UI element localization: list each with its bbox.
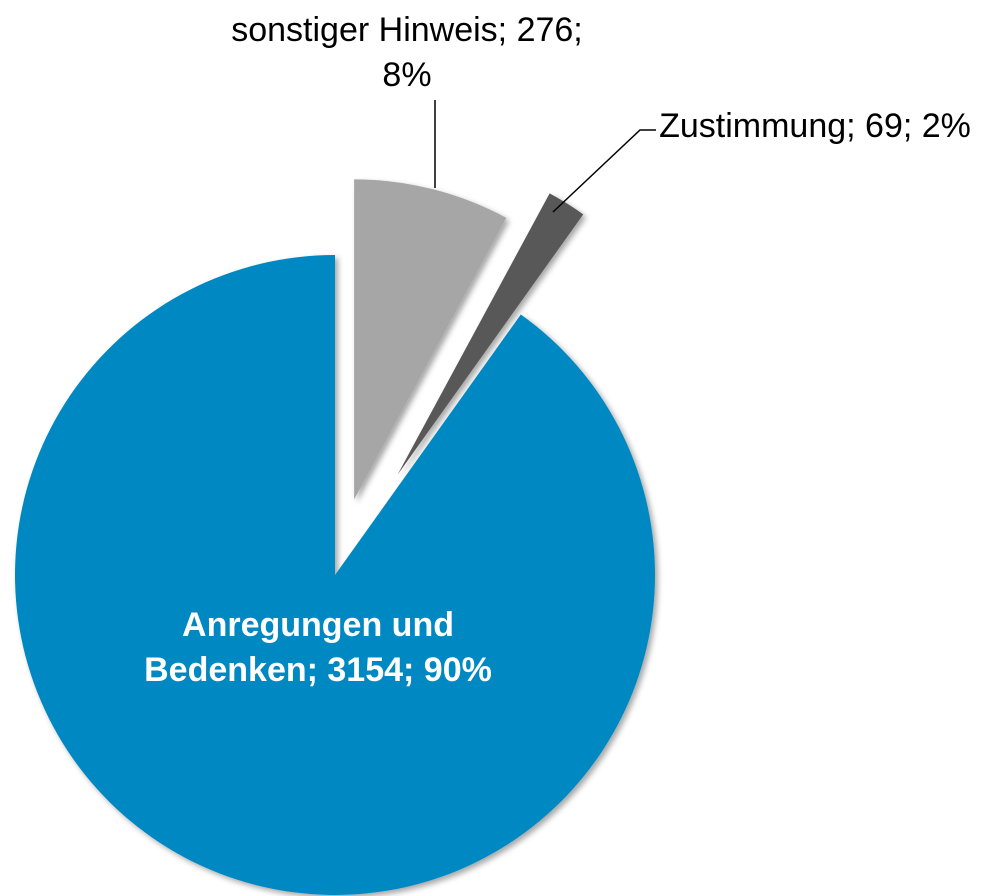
data-label: Anregungen und Bedenken; 3154; 90% [144, 606, 492, 689]
leader-line [552, 129, 656, 213]
data-label: sonstiger Hinweis; 276; 8% [231, 11, 583, 94]
pie-slice [397, 193, 584, 475]
pie-slice [354, 179, 507, 500]
pie-slice [15, 255, 656, 896]
slices [15, 179, 656, 896]
data-label: Zustimmung; 69; 2% [659, 107, 971, 145]
